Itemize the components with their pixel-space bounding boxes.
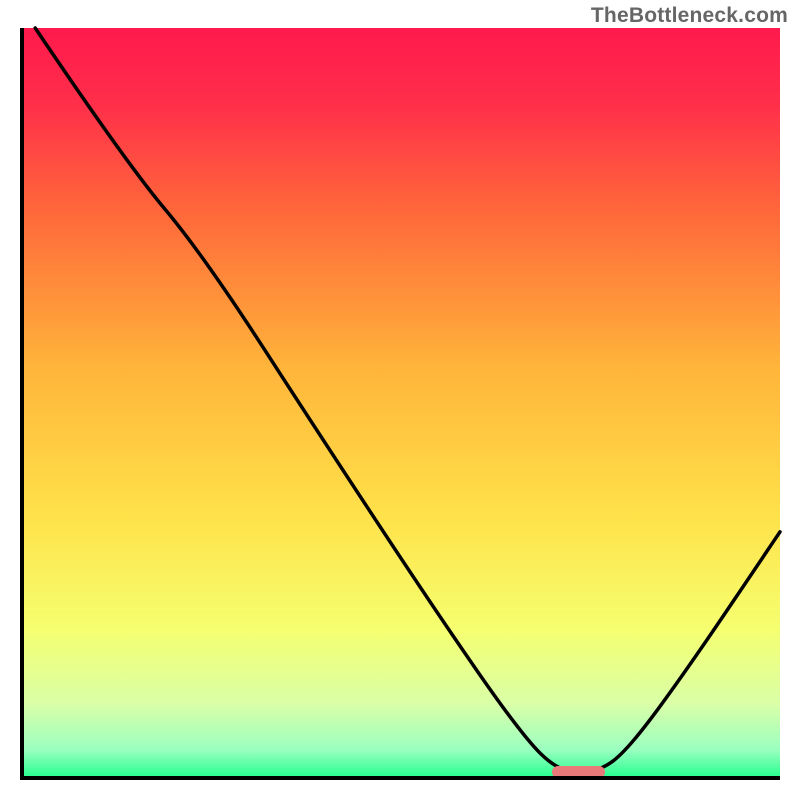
chart-container: TheBottleneck.com [0, 0, 800, 800]
plot-area [20, 28, 780, 780]
bottleneck-curve [20, 28, 780, 780]
x-axis [20, 776, 780, 780]
watermark-text: TheBottleneck.com [591, 4, 788, 28]
y-axis [20, 28, 24, 780]
